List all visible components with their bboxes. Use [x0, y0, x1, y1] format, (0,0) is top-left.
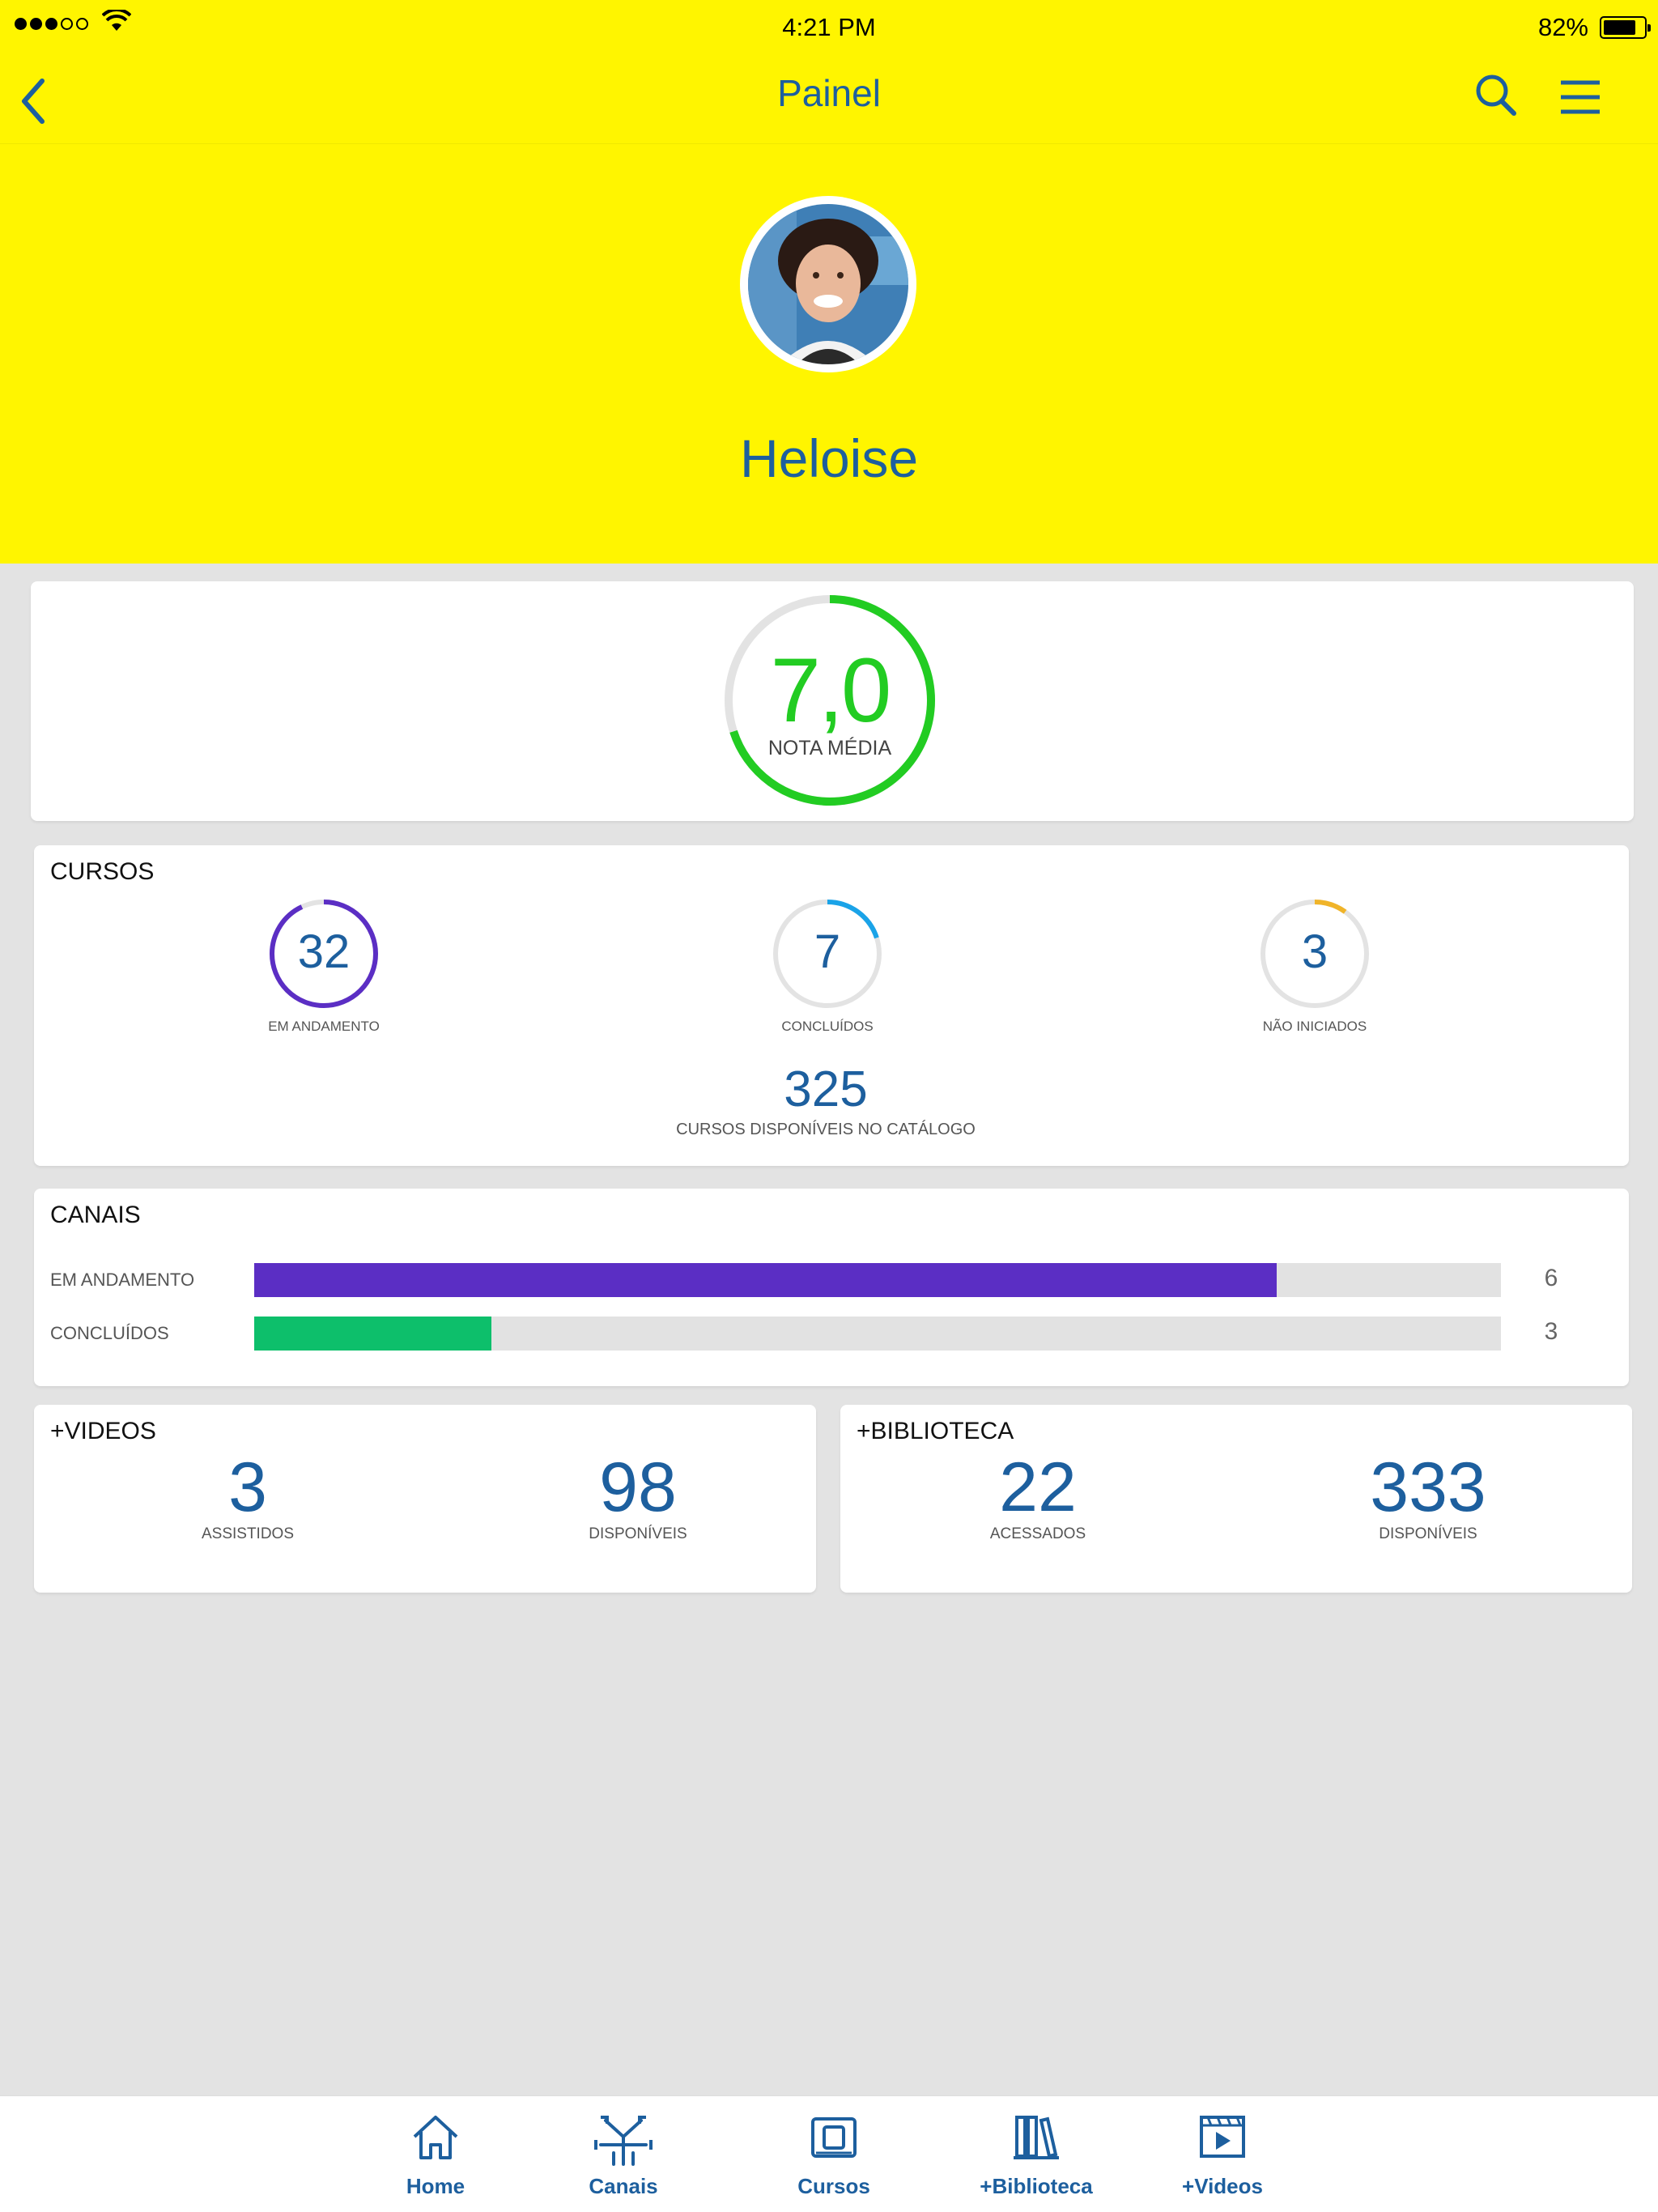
- page-title: Painel: [777, 72, 881, 114]
- course-stat-ring: [270, 900, 378, 1008]
- tab-biblioteca[interactable]: +Biblioteca: [971, 2096, 1101, 2212]
- battery-icon: [1600, 16, 1651, 39]
- hamburger-menu-icon[interactable]: [1558, 74, 1603, 120]
- home-icon: [413, 2116, 458, 2159]
- back-chevron-icon[interactable]: [15, 73, 55, 130]
- course-stat-label: EM ANDAMENTO: [268, 1019, 380, 1034]
- library-card[interactable]: +BIBLIOTECA: [840, 1405, 1632, 1593]
- videos-card-title: +VIDEOS: [50, 1418, 156, 1444]
- average-grade-arc: [725, 595, 935, 806]
- library-accessed-count: 22: [999, 1448, 1077, 1526]
- course-stat-value: 7: [814, 925, 841, 978]
- video-icon: [1200, 2116, 1245, 2158]
- channel-row-count: 3: [1544, 1318, 1558, 1345]
- user-name: Heloise: [739, 428, 919, 488]
- profile-header: 4:21 PM 82% Painel: [0, 0, 1658, 564]
- channel-row-count: 6: [1544, 1265, 1558, 1291]
- average-grade-ring: [725, 595, 935, 806]
- bottom-tab-bar: Home Canais Cursos +Biblioteca +Vide: [0, 2095, 1658, 2212]
- avatar-photo: [748, 204, 908, 364]
- videos-available-count: 98: [599, 1448, 677, 1526]
- avatar[interactable]: [740, 196, 916, 372]
- course-stat-value: 3: [1301, 925, 1329, 978]
- tab-home[interactable]: Home: [371, 2096, 500, 2212]
- tab-canais-label: Canais: [589, 2174, 658, 2198]
- channel-row-label: EM ANDAMENTO: [50, 1270, 195, 1290]
- catalog-count: 325: [784, 1061, 868, 1117]
- videos-card[interactable]: +VIDEOS: [34, 1405, 816, 1593]
- search-icon[interactable]: [1472, 71, 1520, 120]
- channels-icon: [594, 2116, 653, 2166]
- status-bar: 4:21 PM 82%: [0, 0, 1658, 57]
- channel-progress-fill: [254, 1317, 491, 1351]
- library-accessed-label: ACESSADOS: [989, 1525, 1086, 1542]
- channel-progress-bar: [254, 1263, 1501, 1297]
- course-stat-ring: [1261, 900, 1369, 1008]
- channel-progress-bar: [254, 1317, 1501, 1351]
- tab-canais[interactable]: Canais: [559, 2096, 688, 2212]
- navigation-bar: Painel: [0, 57, 1658, 144]
- course-stat-value: 32: [297, 925, 351, 978]
- channel-row-label: CONCLUÍDOS: [50, 1323, 169, 1343]
- battery-percentage: 82%: [1537, 13, 1588, 41]
- channel-progress-fill: [254, 1263, 1277, 1297]
- library-card-title: +BIBLIOTECA: [857, 1418, 1014, 1444]
- tab-biblioteca-label: +Biblioteca: [980, 2174, 1093, 2198]
- library-icon: [1014, 2116, 1059, 2159]
- wifi-icon: [102, 10, 131, 31]
- courses-card-title: CURSOS: [50, 858, 155, 885]
- videos-watched-count: 3: [228, 1448, 267, 1526]
- course-stat-label: NÃO INICIADOS: [1262, 1019, 1367, 1034]
- tab-cursos[interactable]: Cursos: [769, 2096, 899, 2212]
- course-stat-ring: [773, 900, 882, 1008]
- catalog-label: CURSOS DISPONÍVEIS NO CATÁLOGO: [676, 1121, 976, 1138]
- channels-card-title: CANAIS: [50, 1202, 141, 1228]
- tab-home-label: Home: [406, 2174, 466, 2198]
- tab-videos[interactable]: +Videos: [1158, 2096, 1287, 2212]
- course-stat-arc: [773, 900, 882, 1008]
- signal-strength-icon: [15, 18, 88, 30]
- course-stat-arc: [1261, 900, 1369, 1008]
- status-time: 4:21 PM: [782, 13, 876, 41]
- library-available-count: 333: [1370, 1448, 1486, 1526]
- course-stat-arc: [270, 900, 378, 1008]
- library-available-label: DISPONÍVEIS: [1379, 1525, 1477, 1542]
- average-grade-card: [31, 581, 1634, 821]
- tab-cursos-label: Cursos: [797, 2174, 870, 2198]
- course-stat-label: CONCLUÍDOS: [781, 1019, 874, 1034]
- videos-watched-label: ASSISTIDOS: [201, 1525, 295, 1542]
- average-grade-value: 7,0: [770, 640, 892, 741]
- courses-icon: [811, 2117, 857, 2158]
- average-grade-label: NOTA MÉDIA: [767, 737, 892, 759]
- videos-available-label: DISPONÍVEIS: [589, 1525, 687, 1542]
- tab-videos-label: +Videos: [1182, 2174, 1263, 2198]
